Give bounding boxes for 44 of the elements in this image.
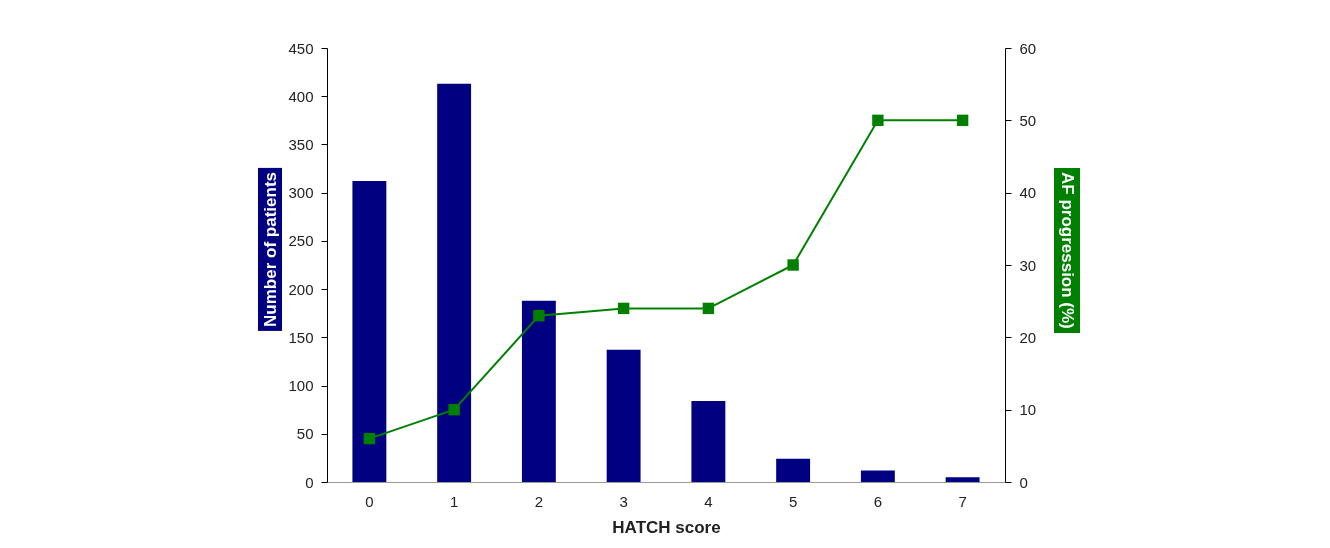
y2-tick-label: 40 [1019,184,1037,202]
y-tick-label: 50 [296,425,314,443]
bar [691,400,726,482]
x-tick-label: 5 [788,492,798,510]
y-tick-label: 300 [288,184,314,202]
y-tick-label: 0 [305,473,314,491]
y-tick-label: 200 [288,280,314,298]
x-tick-label: 6 [873,492,883,510]
x-tick-label: 3 [619,492,628,510]
y2-tick-label: 10 [1019,401,1037,419]
x-axis-title: HATCH score [612,517,721,537]
bar [606,349,641,482]
bar [437,83,472,482]
x-tick-label: 2 [534,492,544,510]
y-tick-label: 150 [288,328,314,346]
y2-axis-title: AF progression (%) [1054,168,1080,333]
x-tick-label: 4 [704,492,713,510]
y2-tick-label: 30 [1019,256,1037,274]
point [617,302,630,315]
point [956,114,969,127]
x-tick-label: 0 [365,492,374,510]
point [787,259,799,271]
y-tick-label: 350 [288,135,314,153]
point [448,403,460,416]
point [363,432,376,445]
y2-tick-label: 60 [1019,39,1037,57]
bar [945,477,980,482]
y-axis-title: Number of patients [258,168,284,331]
y2-tick-label: 50 [1019,111,1037,129]
bar [860,470,895,482]
y-tick-label: 100 [288,377,314,395]
bar [352,181,387,482]
x-tick-label: 1 [449,492,459,510]
y2-tick-label: 20 [1019,328,1037,346]
x-tick-label: 7 [958,492,967,510]
point [872,114,884,127]
point [533,309,545,322]
bar [776,458,811,482]
y-tick-label: 250 [288,232,314,250]
y2-tick-label: 0 [1019,473,1028,491]
y-tick-label: 400 [288,87,314,105]
bar [521,300,556,482]
y-tick-label: 450 [288,39,314,57]
point [702,302,715,315]
